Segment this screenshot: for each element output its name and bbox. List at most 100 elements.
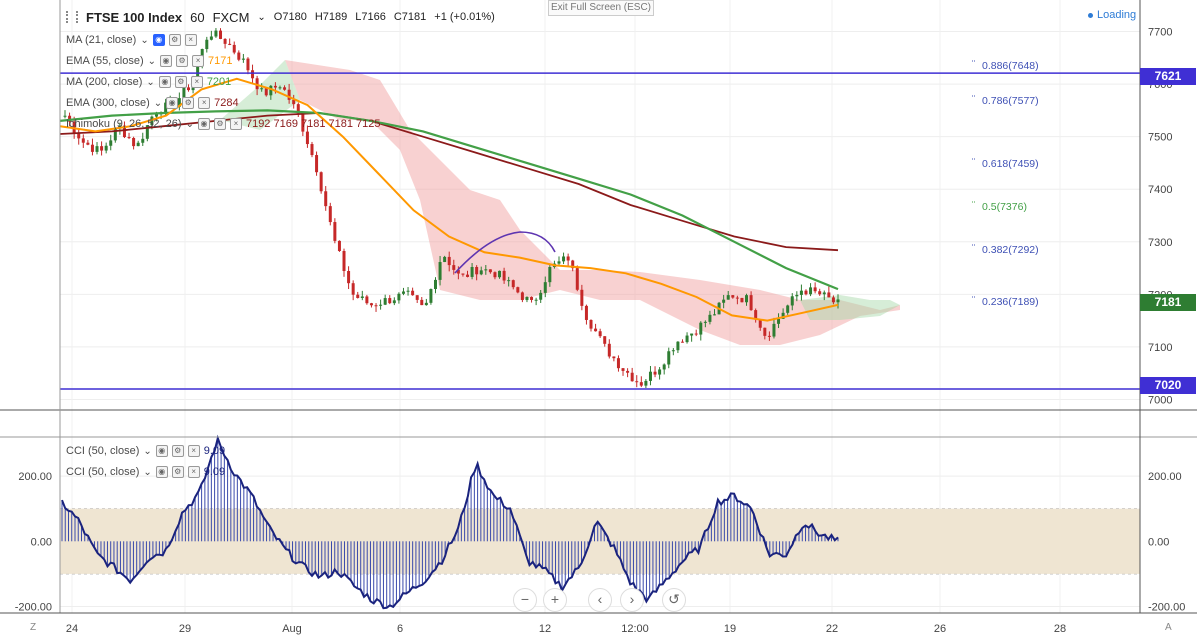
candle-body	[456, 269, 460, 274]
candle-body	[246, 58, 250, 71]
candle-body	[644, 380, 648, 386]
candle-body	[186, 87, 190, 91]
legend-item[interactable]: Ichimoku (9, 26, 52, 26) ⌄ ◉ ⚙ × 7192 7169 71…	[66, 116, 381, 132]
zoom-in-button[interactable]: +	[543, 588, 567, 612]
chevron-down-icon[interactable]: ⌄	[143, 445, 152, 457]
candle-body	[273, 85, 277, 88]
candle-body	[356, 294, 360, 298]
chevron-down-icon[interactable]: ⌄	[257, 11, 266, 23]
fib-level-label: 0.786(7577)	[982, 95, 1039, 107]
candle-body	[379, 304, 383, 306]
cci-legend-item[interactable]: CCI (50, close) ⌄ ◉ ⚙ × 9.09	[66, 443, 225, 459]
chevron-down-icon[interactable]: ⌄	[143, 466, 152, 478]
candle-body	[100, 146, 104, 151]
legend-label: EMA (55, close)	[66, 55, 144, 67]
price-tick-label: 7500	[1148, 132, 1172, 144]
close-icon[interactable]: ×	[192, 55, 205, 67]
candle-body	[749, 295, 753, 311]
scroll-right-button[interactable]: ›	[620, 588, 644, 612]
cci-legend-value: 9.09	[203, 466, 226, 478]
legend-item[interactable]: MA (21, close) ⌄ ◉ ⚙ ×	[66, 32, 201, 48]
candle-body	[337, 240, 341, 252]
eye-icon[interactable]: ◉	[155, 466, 168, 478]
legend-item[interactable]: EMA (55, close) ⌄ ◉ ⚙ × 7171	[66, 53, 233, 69]
chevron-down-icon[interactable]: ⌄	[140, 34, 149, 46]
candle-body	[754, 310, 758, 320]
candle-body	[722, 299, 726, 303]
eye-icon[interactable]: ◉	[158, 76, 171, 88]
exit-fullscreen-button[interactable]: Exit Full Screen (ESC)	[548, 0, 654, 16]
settings-icon[interactable]: ⚙	[174, 76, 187, 88]
fib-level-label: 0.5(7376)	[982, 201, 1027, 213]
candle-body	[543, 282, 547, 293]
candle-body	[424, 302, 428, 306]
legend-label: Ichimoku (9, 26, 52, 26)	[66, 118, 182, 130]
settings-icon[interactable]: ⚙	[171, 466, 184, 478]
candle-body	[228, 43, 232, 45]
legend-item[interactable]: EMA (300, close) ⌄ ◉ ⚙ × 7284	[66, 95, 239, 111]
cci-legend-label: CCI (50, close)	[66, 445, 140, 457]
candle-body	[164, 102, 168, 114]
close-icon[interactable]: ×	[187, 466, 200, 478]
eye-icon[interactable]: ◉	[155, 445, 168, 457]
legend-value: 7171	[208, 55, 233, 67]
legend-item[interactable]: MA (200, close) ⌄ ◉ ⚙ × 7201	[66, 74, 231, 90]
candle-body	[571, 260, 575, 269]
candle-body	[232, 44, 236, 53]
eye-icon[interactable]: ◉	[152, 34, 165, 46]
candle-body	[648, 371, 652, 381]
legend-label: MA (200, close)	[66, 76, 143, 88]
symbol-name[interactable]: FTSE 100 Index	[86, 9, 183, 25]
cci-tick-label-right: -200.00	[1148, 601, 1185, 613]
settings-icon[interactable]: ⚙	[168, 34, 181, 46]
close-icon[interactable]: ×	[190, 76, 203, 88]
time-tick-label: 19	[724, 623, 736, 635]
zoom-mode-icon[interactable]: Z	[30, 622, 37, 633]
close-icon[interactable]: ×	[198, 97, 211, 109]
candle-body	[594, 328, 598, 332]
candle-body	[479, 270, 483, 275]
eye-icon[interactable]: ◉	[160, 55, 173, 67]
close-icon[interactable]: ×	[184, 34, 197, 46]
close-icon[interactable]: ×	[229, 118, 242, 130]
eye-icon[interactable]: ◉	[166, 97, 179, 109]
settings-icon[interactable]: ⚙	[171, 445, 184, 457]
candle-body	[292, 99, 296, 105]
candle-body	[530, 297, 534, 300]
close-icon[interactable]: ×	[187, 445, 200, 457]
scroll-left-button[interactable]: ‹	[588, 588, 612, 612]
candle-body	[383, 298, 387, 305]
chevron-down-icon[interactable]: ⌄	[146, 76, 155, 88]
cci-tick-label-left: 0.00	[31, 536, 52, 548]
candle-body	[557, 261, 561, 264]
auto-scale-icon[interactable]: A	[1165, 622, 1172, 633]
candle-body	[177, 98, 181, 107]
candle-body	[484, 269, 488, 271]
legend-value: 7284	[214, 97, 239, 109]
chevron-down-icon[interactable]: ⌄	[153, 97, 163, 109]
chevron-down-icon[interactable]: ⌄	[185, 118, 194, 130]
settings-icon[interactable]: ⚙	[213, 118, 226, 130]
candle-body	[511, 280, 515, 288]
eye-icon[interactable]: ◉	[197, 118, 210, 130]
settings-icon[interactable]: ⚙	[176, 55, 189, 67]
cci-tick-label-left: 200.00	[18, 471, 52, 483]
candle-body	[795, 294, 799, 297]
candle-body	[525, 297, 529, 301]
reset-chart-button[interactable]: ↺	[662, 588, 686, 612]
candle-body	[630, 372, 634, 382]
candle-body	[81, 138, 85, 143]
drag-icon[interactable]	[66, 11, 78, 23]
interval-label[interactable]: 60	[190, 9, 205, 25]
cci-legend-item[interactable]: CCI (50, close) ⌄ ◉ ⚙ × 9.09	[66, 464, 225, 480]
exchange-label[interactable]: FXCM	[212, 9, 250, 25]
candle-body	[767, 335, 771, 337]
price-tick-label: 7700	[1148, 27, 1172, 39]
zoom-out-button[interactable]: −	[513, 588, 537, 612]
chevron-down-icon[interactable]: ⌄	[147, 55, 157, 67]
candle-body	[781, 312, 785, 319]
settings-icon[interactable]: ⚙	[182, 97, 195, 109]
candle-body	[799, 290, 803, 295]
